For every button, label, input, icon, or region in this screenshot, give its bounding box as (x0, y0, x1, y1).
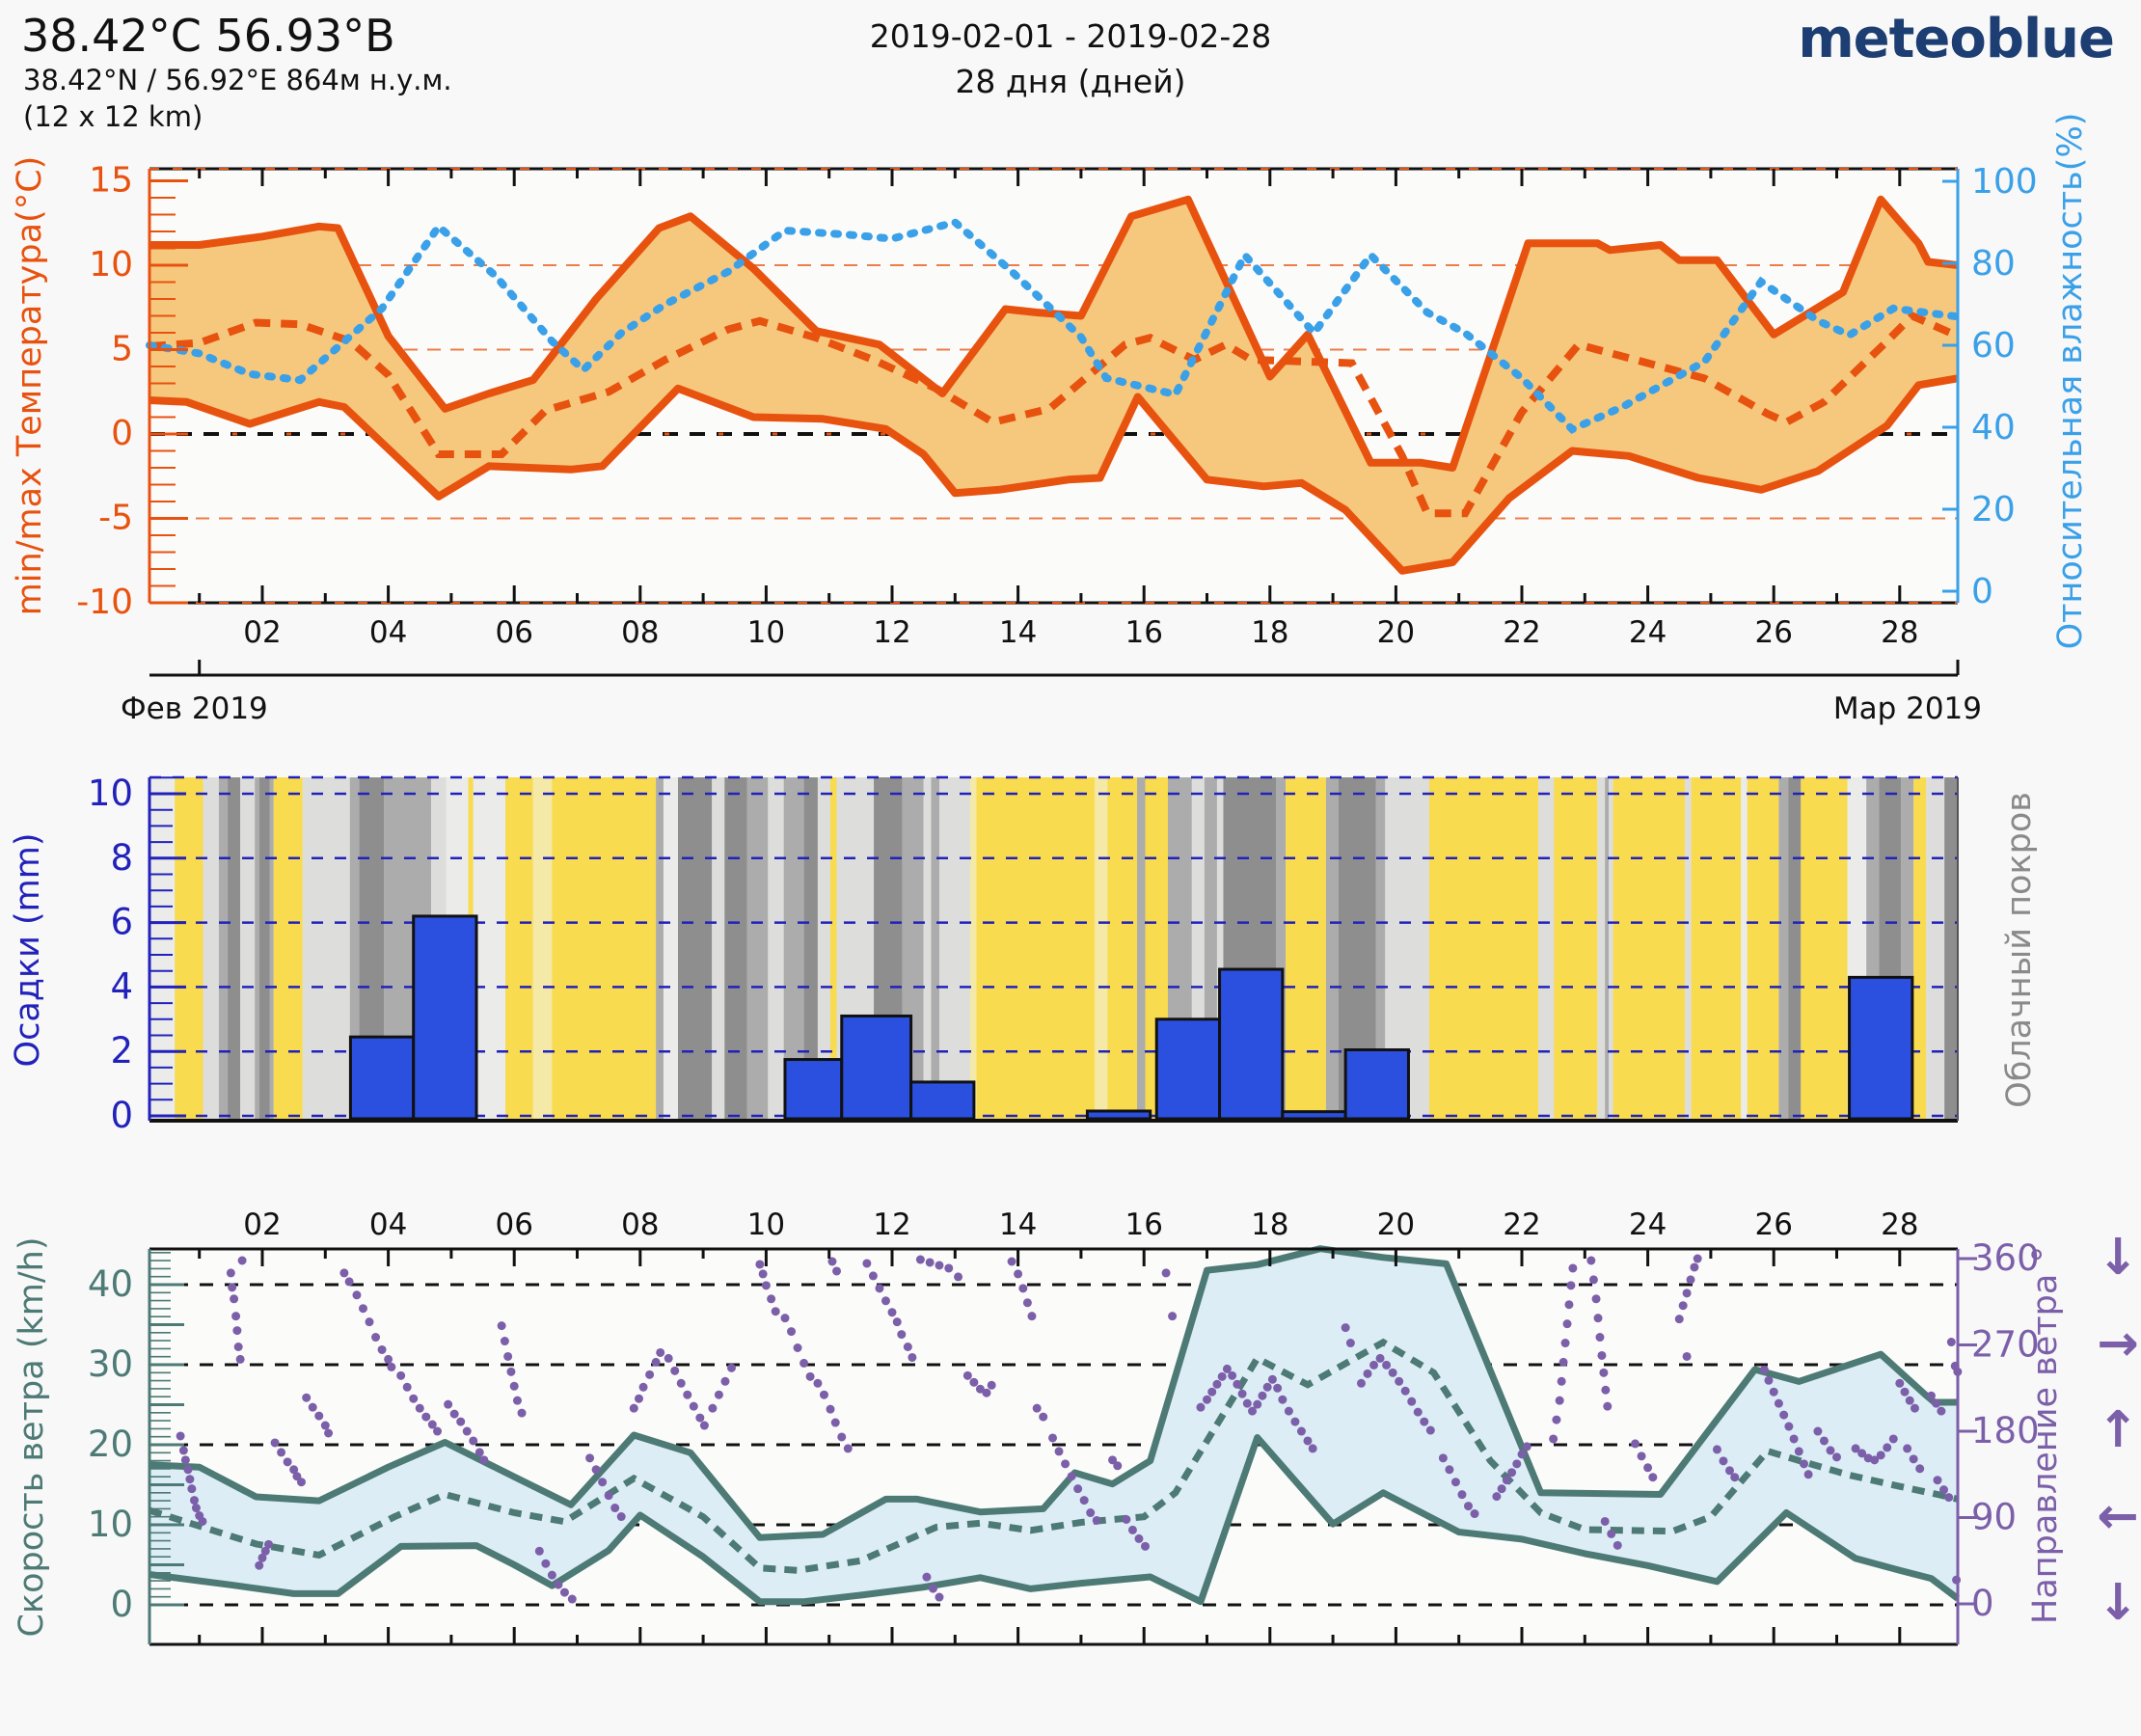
svg-text:24: 24 (1629, 1207, 1667, 1242)
svg-text:↓: ↓ (2097, 1229, 2139, 1287)
svg-text:16: 16 (1125, 615, 1162, 650)
duration-label: 28 дня (дней) (955, 63, 1186, 100)
svg-text:6: 6 (110, 902, 133, 943)
svg-text:14: 14 (999, 615, 1037, 650)
svg-text:20: 20 (88, 1424, 133, 1465)
svg-text:18: 18 (1251, 1207, 1288, 1242)
svg-text:-5: -5 (98, 499, 133, 538)
svg-text:28: 28 (1881, 1207, 1918, 1242)
svg-text:20: 20 (1971, 490, 2016, 529)
svg-text:12: 12 (873, 1207, 910, 1242)
svg-text:Направление ветра °: Направление ветра ° (2026, 1246, 2065, 1624)
svg-text:40: 40 (1971, 408, 2016, 448)
svg-text:26: 26 (1754, 1207, 1792, 1242)
grid-resolution: (12 x 12 km) (23, 100, 203, 133)
svg-text:20: 20 (1377, 615, 1415, 650)
svg-text:Осадки (mm): Осадки (mm) (9, 833, 47, 1068)
svg-text:0: 0 (1971, 572, 1993, 611)
svg-text:5: 5 (111, 330, 133, 369)
period-header: 2019-02-01 - 2019-02-28 28 дня (дней) (0, 17, 2141, 100)
svg-text:24: 24 (1629, 615, 1667, 650)
svg-text:04: 04 (369, 615, 407, 650)
svg-text:↑: ↑ (2097, 1401, 2139, 1459)
svg-text:10: 10 (747, 1207, 785, 1242)
svg-text:08: 08 (621, 615, 659, 650)
svg-text:04: 04 (369, 1207, 407, 1242)
svg-text:0: 0 (110, 1584, 133, 1625)
svg-text:06: 06 (495, 1207, 532, 1242)
meteoblue-logo: meteoblue (1798, 8, 2115, 70)
svg-text:90: 90 (1971, 1497, 2017, 1538)
svg-text:-10: -10 (76, 583, 133, 622)
svg-text:180: 180 (1971, 1410, 2040, 1451)
svg-text:15: 15 (89, 161, 133, 201)
svg-text:10: 10 (89, 245, 133, 285)
wind-chart: 40 30 20 10 0 02 04 06 08 10 12 14 16 18 20 22 24 26 28 360… (13, 1207, 2139, 1646)
svg-text:22: 22 (1503, 615, 1540, 650)
precipitation-cloud-chart: 10 8 6 4 2 0 Осадки (mm) Облачный покров (9, 773, 2039, 1136)
svg-text:08: 08 (621, 1207, 659, 1242)
coordinates-subtitle: 38.42°N / 56.92°E 864м н.у.м. (23, 64, 452, 96)
svg-text:0: 0 (1971, 1583, 1994, 1624)
svg-text:270: 270 (1971, 1324, 2040, 1366)
svg-text:12: 12 (873, 615, 910, 650)
svg-text:10: 10 (88, 1504, 133, 1545)
svg-text:18: 18 (1251, 615, 1288, 650)
date-range: 2019-02-01 - 2019-02-28 (869, 17, 1272, 55)
svg-text:0: 0 (111, 414, 133, 453)
svg-text:→: → (2097, 1316, 2139, 1373)
svg-text:4: 4 (110, 965, 133, 1007)
svg-text:40: 40 (88, 1263, 133, 1305)
svg-text:10: 10 (747, 615, 785, 650)
svg-text:06: 06 (495, 615, 532, 650)
svg-text:22: 22 (1503, 1207, 1540, 1242)
svg-text:16: 16 (1125, 1207, 1162, 1242)
svg-text:8: 8 (110, 837, 133, 879)
svg-text:80: 80 (1971, 244, 2016, 284)
svg-text:0: 0 (110, 1095, 133, 1136)
svg-text:26: 26 (1754, 615, 1792, 650)
page-title: 38.42°С 56.93°В (21, 10, 395, 62)
svg-text:28: 28 (1881, 615, 1918, 650)
svg-text:100: 100 (1971, 162, 2038, 202)
svg-text:←: ← (2097, 1488, 2139, 1546)
svg-text:10: 10 (88, 773, 133, 814)
svg-text:Относительная влажность(%): Относительная влажность(%) (2051, 113, 2090, 650)
svg-text:↓: ↓ (2097, 1574, 2139, 1632)
svg-text:30: 30 (88, 1343, 133, 1385)
svg-text:14: 14 (999, 1207, 1037, 1242)
svg-text:60: 60 (1971, 326, 2016, 366)
svg-text:02: 02 (243, 615, 281, 650)
svg-text:Фев 2019: Фев 2019 (121, 692, 268, 726)
svg-text:Скорость ветра (km/h): Скорость ветра (km/h) (13, 1237, 51, 1638)
svg-text:20: 20 (1377, 1207, 1415, 1242)
svg-text:2: 2 (110, 1030, 133, 1071)
svg-text:360: 360 (1971, 1237, 2040, 1279)
svg-text:02: 02 (243, 1207, 281, 1242)
svg-text:Облачный покров: Облачный покров (2000, 792, 2039, 1108)
svg-text:Мар 2019: Мар 2019 (1833, 692, 1982, 726)
svg-text:min/max Температура(°C): min/max Температура(°C) (11, 156, 49, 616)
temperature-humidity-chart: 15 10 5 0 -5 -10 100 80 60 40 20 0 02 04 06 08 10 12 14 16 1… (11, 113, 2090, 726)
